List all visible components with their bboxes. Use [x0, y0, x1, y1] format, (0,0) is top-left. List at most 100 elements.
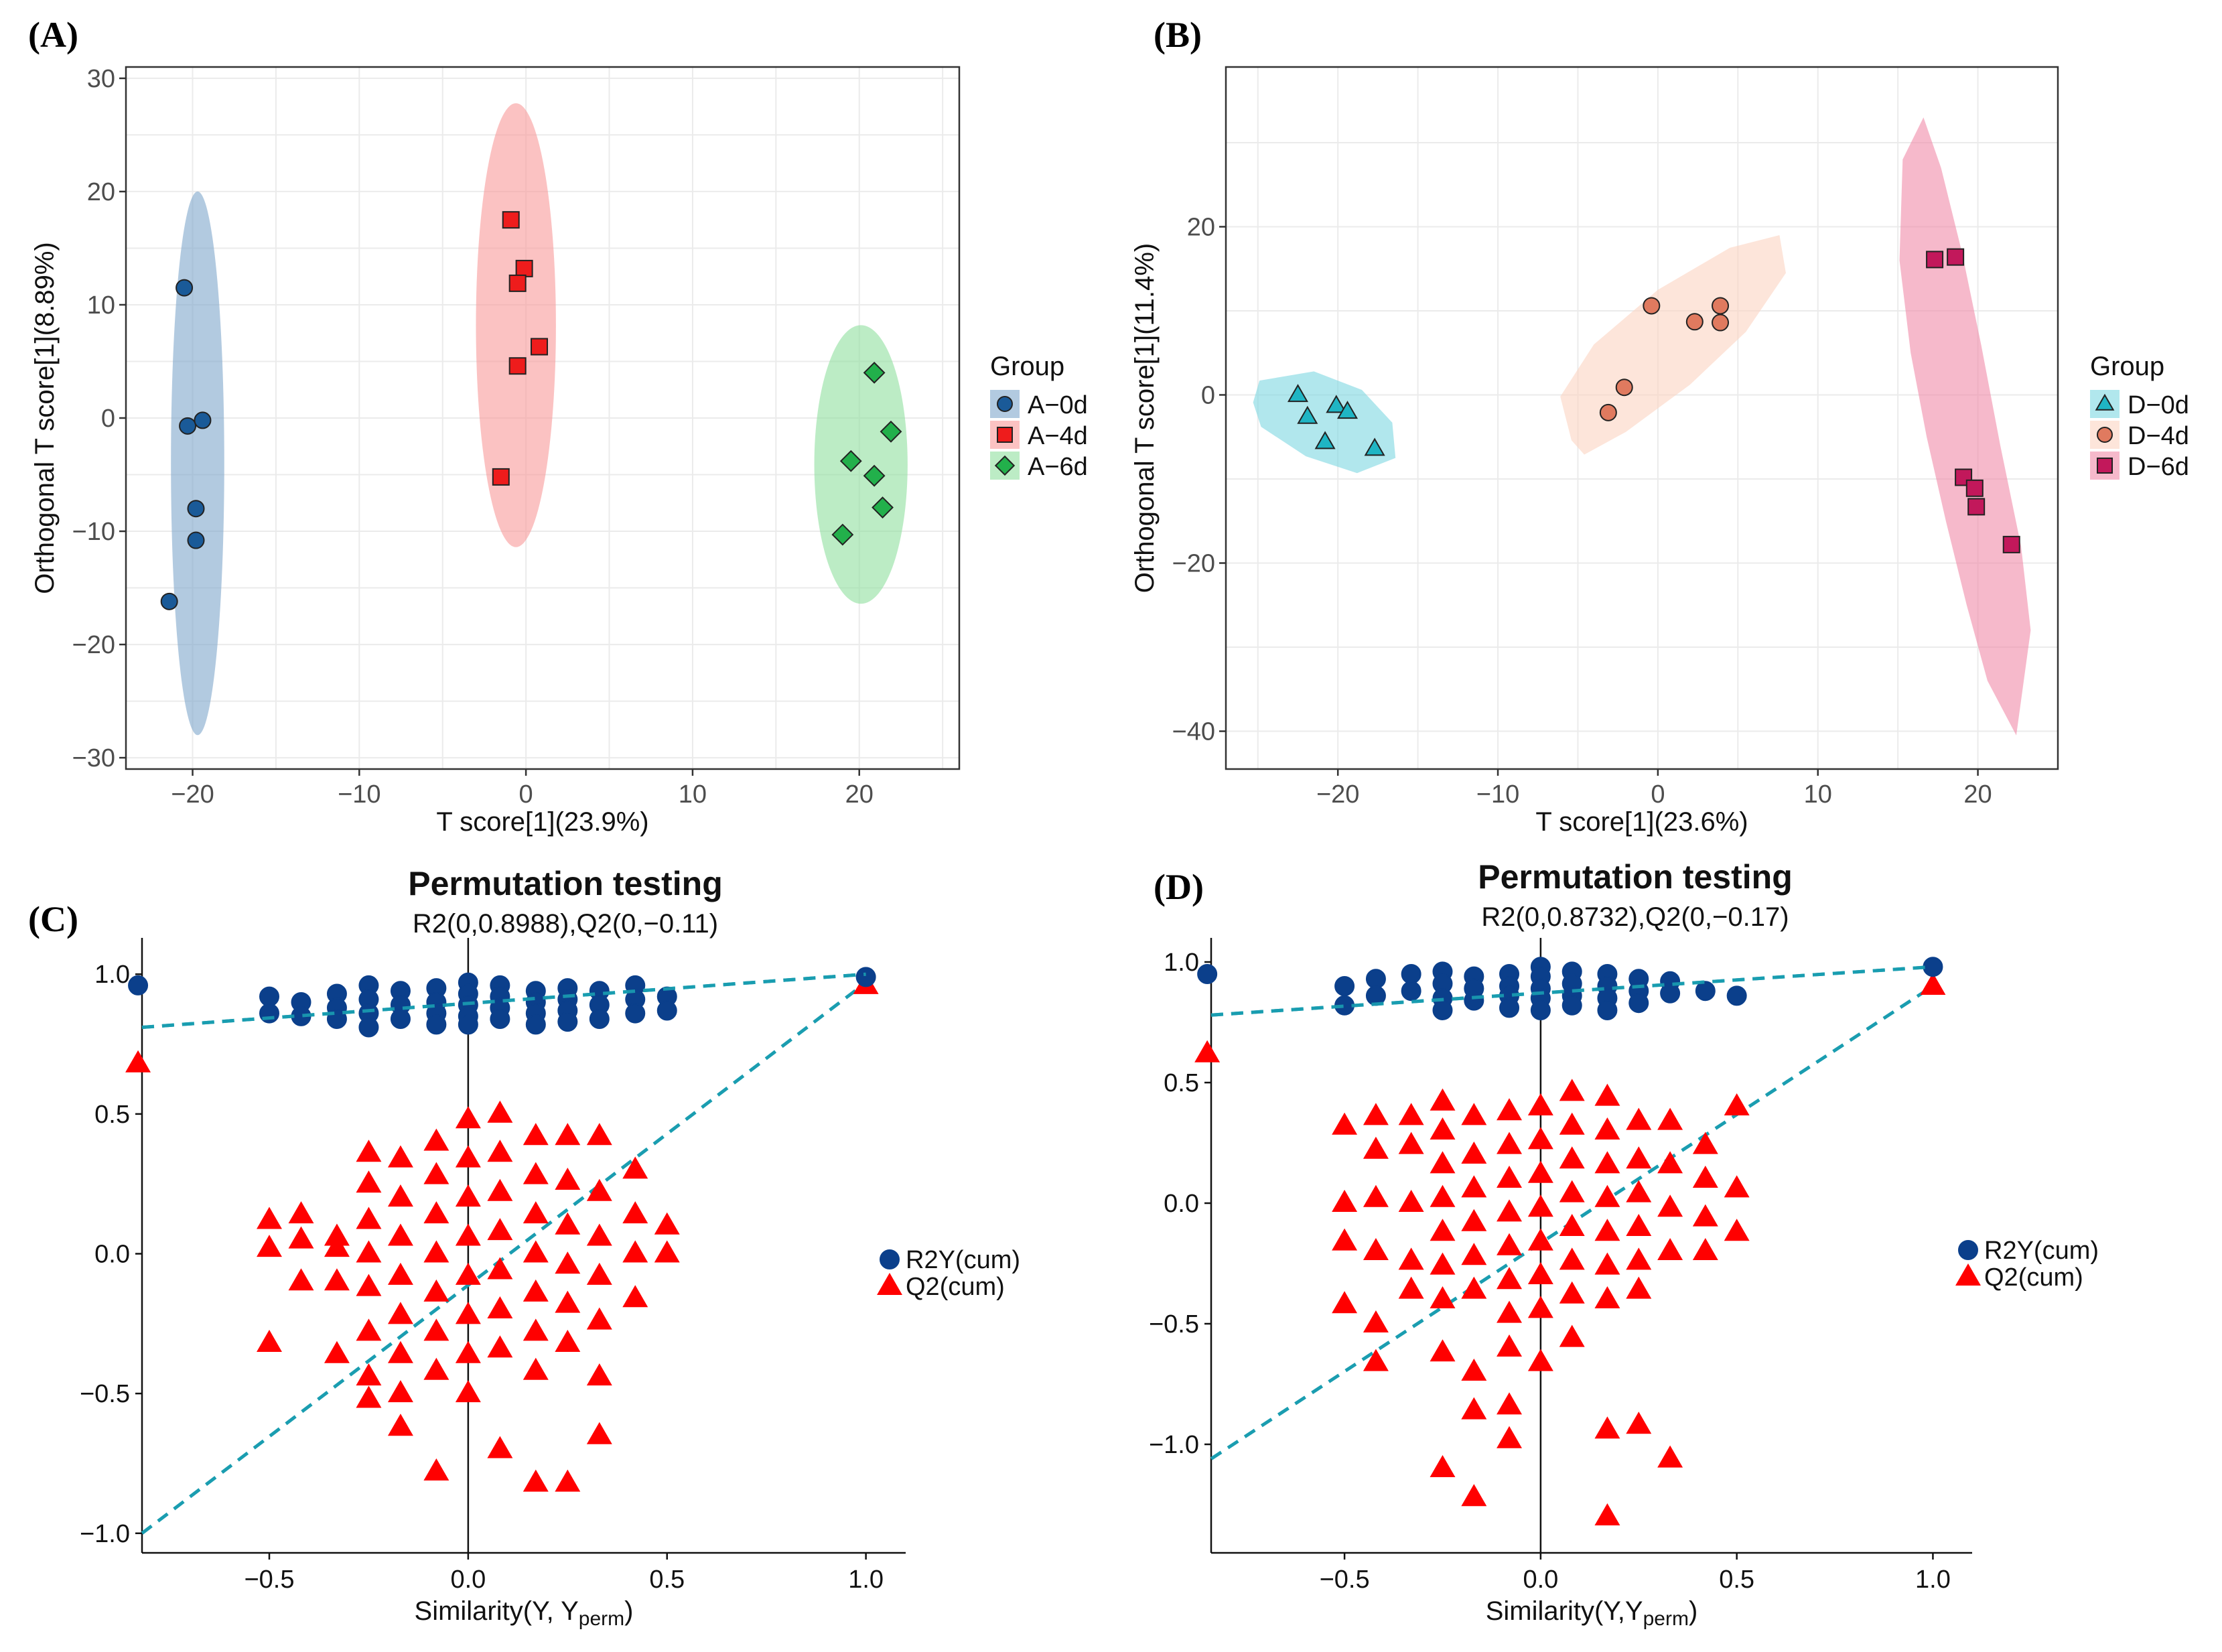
data-point-a-0d: [176, 279, 194, 297]
q2-point: [1594, 1286, 1620, 1308]
x-tick-label: −10: [1476, 780, 1519, 809]
x-tick-label: −0.5: [244, 1566, 294, 1594]
legend-marker-d-0d: [2095, 393, 2115, 411]
q2-point: [487, 1218, 513, 1241]
x-tick-label: 20: [1963, 780, 1992, 809]
q2-point: [523, 1357, 549, 1380]
q2-point: [1626, 1276, 1652, 1299]
x-tick-label: 0.5: [1719, 1566, 1754, 1594]
data-point-d-0d: [1364, 437, 1385, 456]
q2-point: [1527, 1296, 1553, 1318]
q2-point: [622, 1285, 648, 1308]
q2-point: [1461, 1397, 1487, 1420]
x-axis-title-main: Similarity(Y, Y: [415, 1596, 579, 1626]
data-point-d-0d: [1297, 405, 1318, 424]
q2-point: [324, 1340, 350, 1363]
q2-point: [455, 1145, 481, 1168]
data-point-a-0d: [187, 531, 205, 549]
y-tick-label: 1.0: [1164, 949, 1199, 977]
legend-label-q2: Q2(cum): [906, 1273, 1005, 1301]
q2-point: [1332, 1189, 1358, 1212]
data-point-a-6d: [831, 523, 854, 546]
confidence-ellipse-a-0d: [171, 191, 224, 736]
q2-point: [1594, 1083, 1620, 1106]
chart-subtitle: R2(0,0.8732),Q2(0,−0.17): [1481, 902, 1789, 932]
q2-point: [1594, 1151, 1620, 1174]
q2-point: [1398, 1276, 1424, 1299]
x-tick-label: 0.5: [649, 1566, 685, 1594]
data-point-d-0d: [1287, 384, 1309, 403]
data-point-d-6d: [1926, 251, 1944, 269]
confidence-ellipse-d-4d: [1560, 235, 1786, 455]
q2-point: [455, 1184, 481, 1207]
legend-label-r2y: R2Y(cum): [906, 1246, 1020, 1274]
q2-point: [586, 1262, 612, 1285]
r2y-point: [1197, 964, 1218, 984]
y-tick-label: 20: [1187, 213, 1215, 241]
chart-b-pca-scores: −20 −10 0 10 20 −40 −20 0 20 T score[1](23.6%) Ort…: [1130, 66, 2189, 837]
q2-point: [1461, 1358, 1487, 1381]
q2-point: [654, 1212, 680, 1235]
legend-marker-r2y: [1958, 1240, 1978, 1260]
y-tick-label: −20: [1172, 550, 1215, 578]
y-tick-label: −1.0: [80, 1520, 130, 1548]
q2-point: [455, 1106, 481, 1129]
q2-point: [1657, 1151, 1683, 1174]
q2-point: [1626, 1213, 1652, 1236]
q2-point: [423, 1318, 449, 1341]
q2-point: [1527, 1349, 1553, 1371]
q2-point: [1657, 1107, 1683, 1130]
confidence-ellipse-a-4d: [476, 103, 556, 547]
legend-label-a-0d: A−0d: [1028, 391, 1088, 419]
q2-point: [1398, 1189, 1424, 1212]
q2-point: [1626, 1107, 1652, 1130]
r2y-point: [358, 1017, 379, 1038]
y-tick-label: 0.5: [1164, 1069, 1199, 1097]
q2-point: [1657, 1237, 1683, 1260]
q2-point: [1461, 1243, 1487, 1265]
x-tick-label: 0: [1651, 780, 1665, 809]
q2-point: [455, 1302, 481, 1324]
legend-label-d-6d: D−6d: [2128, 453, 2189, 481]
data-point-d-4d: [1615, 378, 1633, 397]
q2-point: [1194, 1040, 1221, 1062]
y-tick-label: 0: [1201, 381, 1215, 409]
legend-marker-a-6d: [994, 455, 1016, 476]
q2-point: [1559, 1247, 1585, 1270]
q2-point: [1461, 1209, 1487, 1231]
x-tick-label: −20: [1316, 780, 1359, 809]
q2-point: [1594, 1219, 1620, 1241]
q2-point: [1626, 1180, 1652, 1202]
q2-point: [1594, 1252, 1620, 1275]
data-point-d-4d: [1712, 314, 1730, 332]
q2-point: [586, 1307, 612, 1330]
q2-point: [1363, 1349, 1389, 1371]
x-tick-label: 20: [845, 780, 874, 809]
r2y-point: [1401, 981, 1421, 1002]
x-tick-label: 1.0: [1915, 1566, 1951, 1594]
legend-marker-a-4d: [997, 427, 1013, 443]
data-point-a-0d: [160, 592, 178, 610]
y-tick-label: −20: [72, 631, 115, 659]
q2-point: [1332, 1291, 1358, 1314]
q2-point: [1461, 1103, 1487, 1125]
q2-point: [455, 1262, 481, 1285]
q2-point: [487, 1296, 513, 1318]
q2-point: [356, 1207, 382, 1229]
q2-point: [1626, 1247, 1652, 1270]
q2-point: [288, 1201, 314, 1224]
q2-point: [1363, 1136, 1389, 1159]
y-axis-title: Orthogonal T score[1](11.4%): [1130, 243, 1160, 594]
q2-point: [1363, 1103, 1389, 1125]
chart-title: Permutation testing: [408, 865, 722, 902]
q2-point: [555, 1330, 581, 1353]
legend-marker-a-0d: [997, 396, 1013, 412]
q2-point: [523, 1318, 549, 1341]
q2-point: [1430, 1252, 1456, 1275]
q2-point: [455, 1223, 481, 1246]
q2-point: [387, 1223, 413, 1246]
y-tick-label: −1.0: [1149, 1431, 1199, 1459]
q2-point: [1920, 972, 1946, 995]
q2-point: [1363, 1310, 1389, 1332]
x-tick-label: 1.0: [848, 1566, 884, 1594]
